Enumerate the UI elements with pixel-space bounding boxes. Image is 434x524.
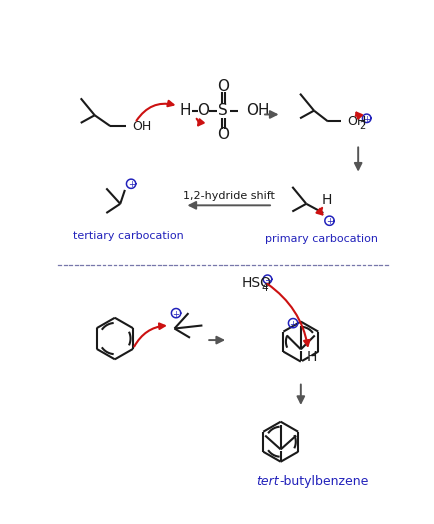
Text: S: S xyxy=(218,103,228,118)
Text: O: O xyxy=(217,127,229,142)
Text: OH: OH xyxy=(346,115,366,128)
Text: OH: OH xyxy=(245,103,269,118)
Text: 4: 4 xyxy=(261,283,267,293)
Text: primary carbocation: primary carbocation xyxy=(265,234,378,244)
Text: 1,2-hydride shift: 1,2-hydride shift xyxy=(182,191,274,201)
Text: +: + xyxy=(326,217,332,226)
Text: 2: 2 xyxy=(359,121,365,131)
Text: tert: tert xyxy=(256,475,279,488)
Text: O: O xyxy=(197,103,209,118)
Text: HSO: HSO xyxy=(241,276,271,290)
Text: H: H xyxy=(320,193,331,207)
Text: -butylbenzene: -butylbenzene xyxy=(279,475,368,488)
Text: H: H xyxy=(179,103,191,118)
Text: OH: OH xyxy=(132,119,151,133)
Text: O: O xyxy=(217,79,229,94)
Text: +: + xyxy=(172,310,179,319)
Text: +: + xyxy=(127,180,134,189)
Text: tertiary carbocation: tertiary carbocation xyxy=(72,231,183,241)
Text: −: − xyxy=(263,275,271,284)
Text: +: + xyxy=(362,115,369,124)
Text: +: + xyxy=(289,320,296,329)
Text: H: H xyxy=(306,350,316,364)
